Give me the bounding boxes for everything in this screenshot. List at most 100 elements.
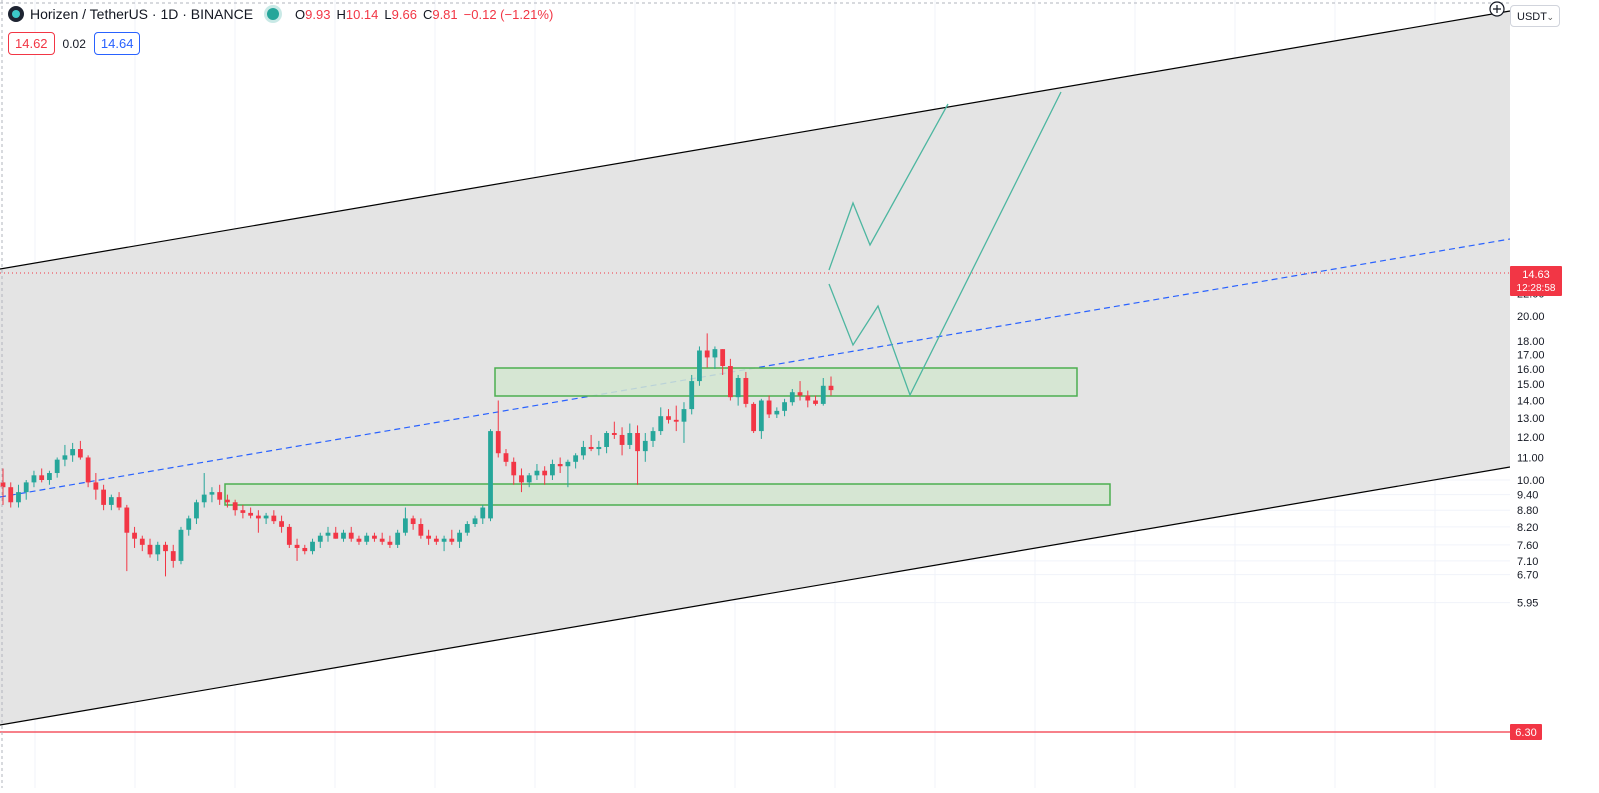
candle bbox=[488, 429, 493, 522]
symbol-title[interactable]: Horizen / TetherUS · 1D · BINANCE bbox=[30, 6, 254, 22]
candle bbox=[31, 470, 37, 488]
candle-body-down bbox=[163, 544, 168, 552]
currency-label: USDT bbox=[1517, 11, 1547, 23]
candle bbox=[163, 541, 168, 577]
price-tick-label: 15.00 bbox=[1517, 379, 1545, 391]
candle-body-up bbox=[70, 449, 76, 456]
candle-body-down bbox=[449, 538, 455, 542]
candle-body-down bbox=[387, 541, 393, 545]
candle bbox=[495, 400, 501, 458]
candle-body-up bbox=[712, 349, 718, 358]
high-label: H bbox=[336, 6, 346, 22]
price-tick-label: 8.20 bbox=[1517, 522, 1538, 534]
candle bbox=[201, 473, 207, 508]
candle bbox=[418, 518, 424, 539]
candle bbox=[642, 433, 648, 462]
candle-body-down bbox=[302, 547, 308, 552]
candle bbox=[85, 455, 91, 488]
candle-body-down bbox=[348, 532, 354, 539]
price-axis[interactable] bbox=[1510, 0, 1599, 788]
candle-body-down bbox=[255, 515, 261, 519]
open-label: O bbox=[295, 6, 306, 22]
candle-body-up bbox=[62, 455, 68, 460]
candle bbox=[47, 470, 52, 485]
candles bbox=[0, 333, 834, 577]
channel-upper-line[interactable] bbox=[0, 10, 1511, 270]
candle-body-down bbox=[379, 538, 385, 542]
candle-body-down bbox=[101, 489, 106, 505]
candle-body-down bbox=[77, 449, 83, 458]
candle-body-down bbox=[248, 512, 254, 516]
candle-body-down bbox=[426, 535, 432, 539]
candle bbox=[379, 532, 385, 545]
candle-body-up bbox=[310, 541, 315, 552]
candle-body-up bbox=[573, 455, 579, 462]
candle bbox=[828, 376, 834, 396]
projection-path-2[interactable] bbox=[828, 91, 1062, 397]
low-value: 9.66 bbox=[391, 6, 417, 22]
candle-body-down bbox=[279, 521, 284, 527]
candle bbox=[472, 515, 478, 527]
demand-zone-upper[interactable] bbox=[494, 367, 1078, 397]
candle-body-up bbox=[108, 497, 114, 505]
candle-body-down bbox=[170, 551, 176, 561]
candle-body-down bbox=[635, 433, 640, 452]
price-tick-label: 8.80 bbox=[1517, 505, 1538, 517]
candle-body-up bbox=[789, 392, 795, 403]
candle-body-up bbox=[209, 492, 215, 495]
candle bbox=[782, 398, 787, 417]
sell-button[interactable]: 14.62 bbox=[8, 32, 55, 55]
candle-body-down bbox=[0, 482, 6, 488]
candle bbox=[286, 524, 292, 548]
candle-body-up bbox=[565, 461, 571, 467]
candle-body-down bbox=[147, 544, 153, 555]
open-value: 9.93 bbox=[305, 6, 331, 22]
candle bbox=[433, 535, 439, 545]
price-tick-label: 11.00 bbox=[1517, 452, 1544, 464]
currency-select[interactable]: USDT ⌄ bbox=[1510, 5, 1560, 27]
candle-body-up bbox=[325, 532, 331, 536]
candle-body-down bbox=[240, 510, 246, 513]
candle bbox=[186, 515, 192, 536]
candle bbox=[550, 459, 555, 480]
candle bbox=[789, 388, 795, 406]
candle-body-up bbox=[758, 400, 764, 432]
demand-zone-lower[interactable] bbox=[224, 483, 1111, 506]
horizen-logo-icon bbox=[8, 6, 24, 22]
candle-body-down bbox=[410, 518, 416, 525]
candle-body-up bbox=[31, 475, 37, 483]
candle bbox=[0, 468, 6, 505]
scroll-to-realtime-icon[interactable] bbox=[1488, 0, 1506, 18]
candle bbox=[712, 346, 718, 369]
price-tick-label: 7.10 bbox=[1517, 556, 1538, 568]
candle-body-up bbox=[774, 410, 780, 415]
candle-body-up bbox=[178, 529, 184, 561]
candle bbox=[519, 468, 524, 493]
candle bbox=[325, 526, 331, 542]
candle bbox=[635, 425, 640, 485]
candle bbox=[758, 398, 764, 439]
candle bbox=[147, 538, 153, 558]
quote-panel: 14.62 0.02 14.64 bbox=[8, 32, 141, 55]
candle bbox=[23, 480, 29, 500]
candle-body-up bbox=[186, 518, 192, 530]
candle-body-down bbox=[39, 475, 45, 480]
price-tick-label: 9.40 bbox=[1517, 490, 1538, 502]
candle bbox=[232, 499, 238, 516]
candle-body-up bbox=[54, 459, 60, 474]
candle bbox=[820, 377, 826, 406]
projection-path-1[interactable] bbox=[828, 103, 949, 271]
candle bbox=[263, 512, 269, 525]
candle bbox=[217, 484, 223, 505]
channel-lower-line[interactable] bbox=[0, 466, 1511, 726]
candle bbox=[402, 507, 408, 536]
countdown-text: 12:28:58 bbox=[1517, 283, 1556, 294]
candle-body-down bbox=[124, 507, 130, 533]
candle-body-down bbox=[85, 457, 91, 483]
buy-button[interactable]: 14.64 bbox=[93, 32, 141, 55]
candle bbox=[666, 409, 671, 424]
candle bbox=[225, 494, 230, 508]
candle-body-down bbox=[8, 487, 14, 503]
